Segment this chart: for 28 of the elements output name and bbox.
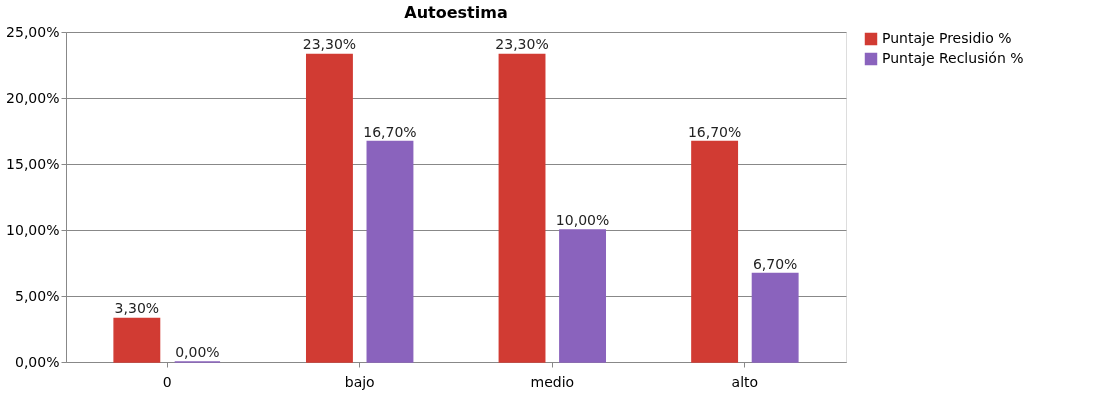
legend-label: Puntaje Presidio %	[882, 30, 1012, 46]
bar	[691, 140, 739, 363]
bar	[113, 317, 161, 363]
x-tick-label: medio	[530, 373, 575, 390]
data-label: 16,70%	[687, 123, 742, 140]
y-tick-label: 20,00%	[6, 89, 60, 106]
y-tick-label: 25,00%	[6, 23, 60, 40]
y-tick-label: 5,00%	[15, 287, 60, 304]
legend-label: Puntaje Reclusión %	[882, 50, 1024, 66]
data-label: 0,00%	[175, 344, 220, 360]
bar	[751, 272, 799, 363]
x-tick-label: bajo	[344, 373, 375, 390]
data-label: 6,70%	[752, 255, 798, 272]
data-label: 10,00%	[555, 212, 610, 228]
data-label: 16,70%	[363, 123, 417, 140]
y-tick-label: 0,00%	[15, 353, 60, 370]
y-tick-label: 15,00%	[6, 155, 60, 172]
y-tick-label: 10,00%	[6, 221, 60, 238]
data-label: 3,30%	[114, 300, 160, 317]
chart-title: Autoestima	[404, 3, 508, 22]
data-label: 23,30%	[302, 36, 357, 53]
bar	[305, 53, 353, 363]
x-tick-label: 0	[162, 373, 172, 390]
x-tick-label: alto	[731, 373, 759, 390]
bar	[366, 140, 414, 363]
data-label: 23,30%	[495, 36, 549, 53]
bar	[498, 53, 546, 363]
bar	[559, 229, 607, 363]
